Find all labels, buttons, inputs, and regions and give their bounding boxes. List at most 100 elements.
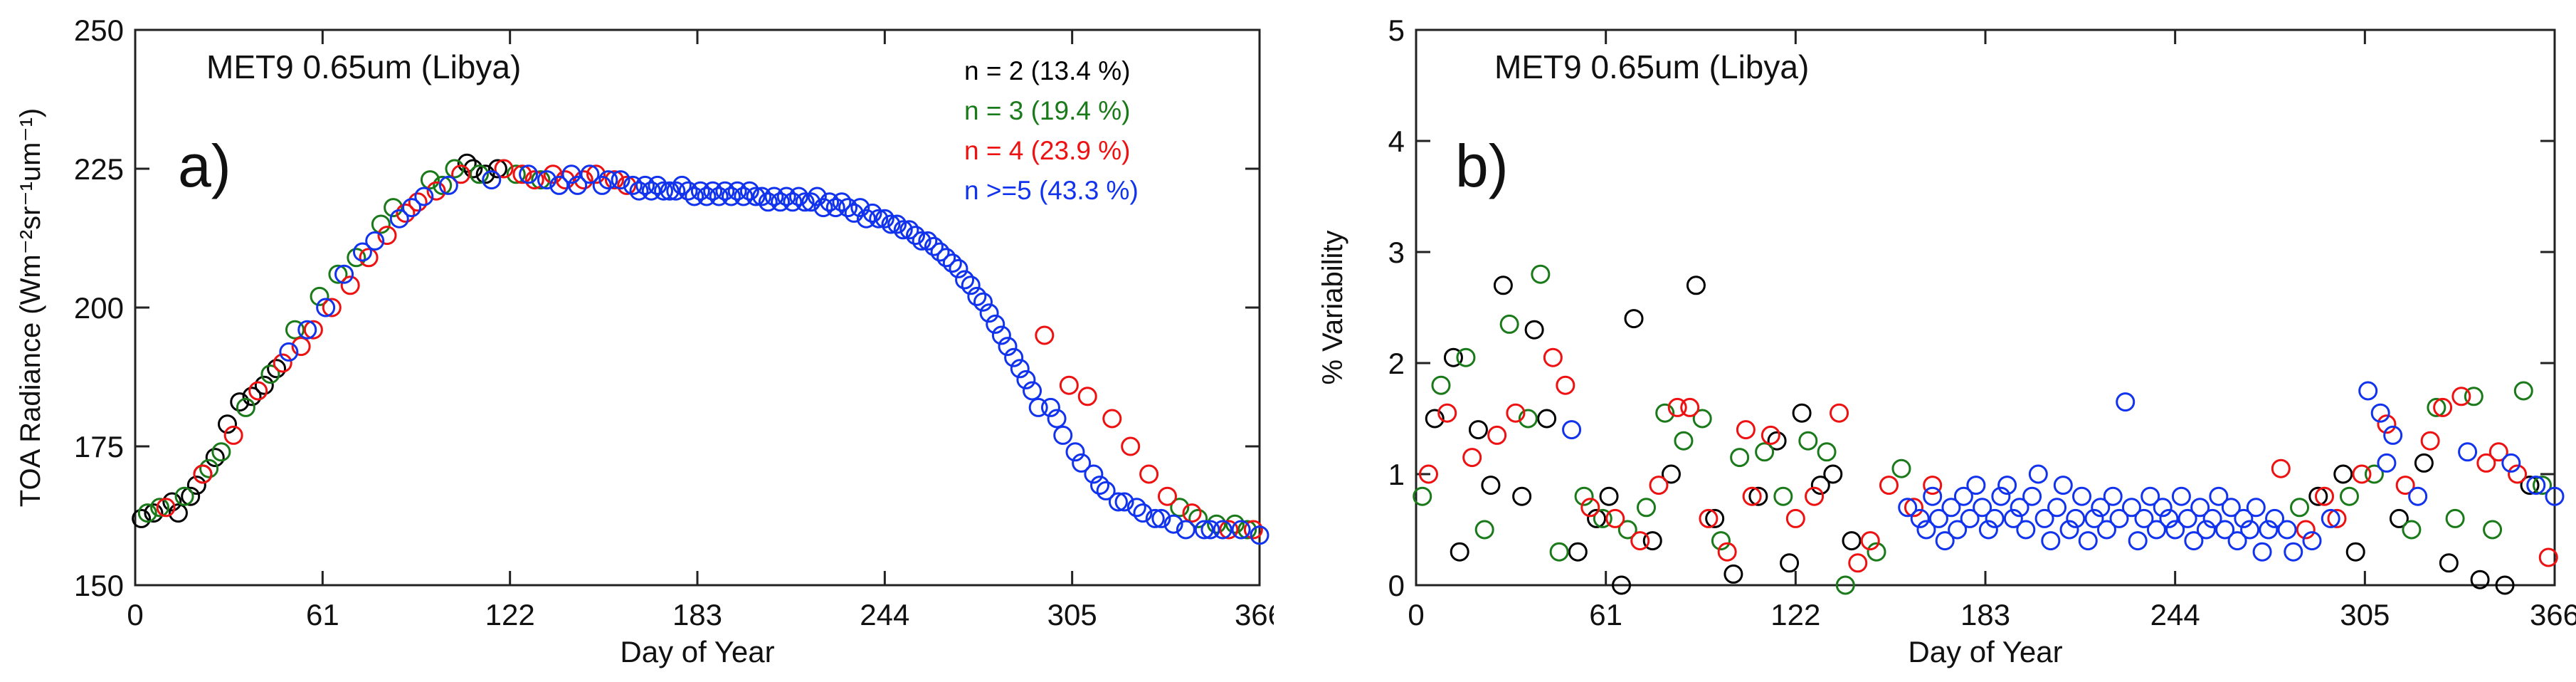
data-point [1102, 409, 1122, 429]
data-point [1867, 542, 1886, 562]
data-point [2028, 464, 2048, 484]
data-point [2103, 486, 2123, 506]
data-point [2545, 486, 2565, 506]
data-point [1985, 508, 2005, 528]
data-point [1562, 420, 1582, 440]
data-point [506, 164, 526, 184]
data-point [2538, 547, 2558, 567]
data-point [1686, 276, 1706, 295]
x-tick-label: 122 [1770, 598, 1820, 631]
y-tick-label: 175 [74, 430, 124, 463]
y-axis-label: % Variability [1317, 230, 1348, 384]
x-tick-label: 183 [1960, 598, 2010, 631]
data-point [1053, 425, 1073, 445]
data-point [420, 170, 440, 190]
data-point [1593, 508, 1612, 528]
data-point [1456, 347, 1476, 367]
data-point [2501, 453, 2521, 473]
data-point [1773, 486, 1793, 506]
data-point [1194, 520, 1214, 540]
data-point [1973, 498, 1992, 518]
data-point [654, 181, 674, 201]
data-point [371, 214, 391, 234]
data-point [1923, 476, 1943, 495]
data-point [721, 187, 741, 206]
data-point [2159, 508, 2179, 528]
data-point [685, 187, 704, 206]
data-point [487, 159, 507, 179]
data-point [1145, 508, 1165, 528]
data-point [1518, 409, 1538, 429]
data-point [697, 187, 717, 206]
data-point [1667, 397, 1687, 417]
data-point [1437, 403, 1457, 423]
data-point [137, 503, 157, 523]
data-point [2146, 520, 2166, 540]
data-point [825, 198, 845, 218]
data-point [1499, 314, 1519, 334]
data-point [236, 397, 255, 417]
data-point [1823, 464, 1843, 484]
data-point [690, 181, 710, 201]
data-point [1213, 520, 1232, 540]
data-point [1661, 464, 1681, 484]
chart-title: MET9 0.65um (Libya) [1494, 48, 1809, 85]
data-point [352, 242, 372, 262]
data-point [1997, 476, 2017, 495]
data-point [2234, 508, 2254, 528]
data-point [2277, 520, 2297, 540]
data-point [1848, 553, 1868, 573]
data-point [776, 187, 796, 206]
data-point [1151, 508, 1171, 528]
data-point [316, 298, 336, 318]
data-point [580, 164, 600, 184]
chart-title: MET9 0.65um (Libya) [206, 48, 521, 85]
data-point [727, 181, 747, 201]
data-point [617, 175, 637, 195]
legend-percent: (23.9 %) [1031, 136, 1131, 165]
data-point [862, 203, 882, 223]
data-point [623, 175, 643, 195]
data-point [1443, 347, 1463, 367]
data-point [771, 192, 791, 212]
data-point [1711, 531, 1731, 551]
data-point [1891, 458, 1911, 478]
data-point [291, 337, 311, 357]
data-point [2526, 476, 2546, 495]
data-point [924, 236, 944, 256]
data-point [1231, 520, 1251, 540]
data-point [1948, 520, 1968, 540]
data-point [1630, 531, 1650, 551]
data-point [494, 159, 514, 179]
data-point [1040, 397, 1060, 417]
data-point [2190, 498, 2210, 518]
legend-entry-n3: n = 3 (19.4 %) [964, 96, 1130, 125]
data-point [297, 320, 317, 340]
data-point [1810, 476, 1830, 495]
data-point [555, 170, 575, 190]
data-point [1617, 520, 1637, 540]
data-point [1176, 520, 1195, 540]
data-point [1200, 520, 1220, 540]
data-point [1182, 503, 1202, 523]
x-tick-label: 244 [2150, 598, 2200, 631]
data-point [334, 264, 354, 284]
data-point [1077, 387, 1097, 406]
data-point [482, 170, 502, 190]
data-point [2488, 442, 2508, 462]
data-point [764, 187, 784, 206]
data-point [881, 214, 901, 234]
data-point [2227, 531, 2247, 551]
data-point [641, 181, 661, 201]
data-point [2513, 381, 2533, 401]
y-tick-label: 0 [1388, 569, 1405, 602]
data-point [2072, 486, 2092, 506]
data-point [2184, 531, 2204, 551]
data-point [648, 175, 667, 195]
data-point [1506, 403, 1526, 423]
data-point [2533, 476, 2553, 495]
data-point [2140, 486, 2160, 506]
data-point [2308, 486, 2328, 506]
data-point [1028, 397, 1048, 417]
data-point [1767, 431, 1787, 451]
